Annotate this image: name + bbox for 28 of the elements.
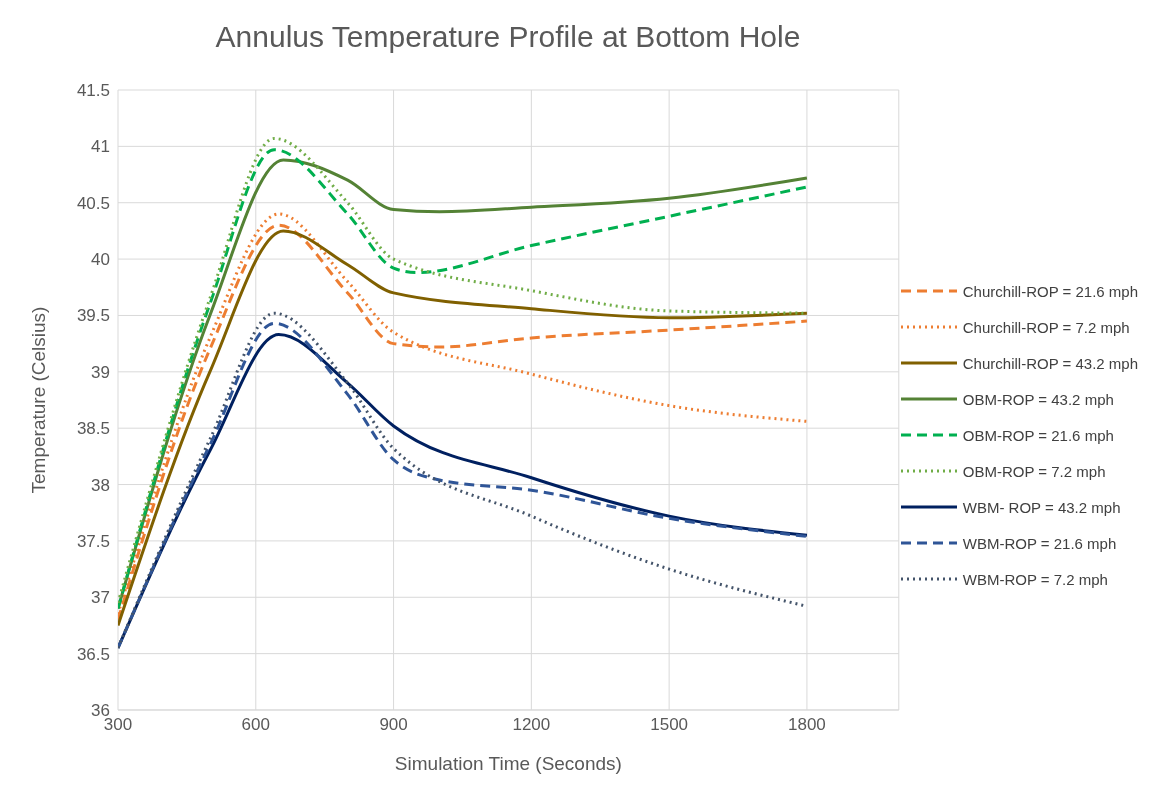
- y-tick-label: 37: [91, 588, 110, 608]
- y-tick-label: 39.5: [76, 306, 110, 326]
- y-tick-label: 40: [91, 250, 110, 270]
- x-tick-label: 1500: [650, 715, 689, 735]
- legend-label: WBM-ROP = 7.2 mph: [962, 570, 1108, 588]
- x-tick-label: 1800: [788, 715, 826, 735]
- legend-label: WBM- ROP = 43.2 mph: [962, 498, 1121, 516]
- legend-label: OBM-ROP = 43.2 mph: [962, 390, 1114, 408]
- legend-label: OBM-ROP = 21.6 mph: [962, 426, 1114, 444]
- x-tick-label: 600: [241, 715, 270, 735]
- y-tick-label: 37.5: [76, 531, 110, 551]
- y-tick-label: 39: [91, 362, 110, 382]
- legend-label: Churchill-ROP = 7.2 mph: [962, 318, 1130, 336]
- legend-label: Churchill-ROP = 21.6 mph: [962, 282, 1138, 300]
- x-tick-label: 1200: [512, 715, 551, 735]
- legend-label: Churchill-ROP = 43.2 mph: [962, 354, 1138, 372]
- y-tick-label: 38: [91, 475, 110, 495]
- x-tick-label: 900: [379, 715, 408, 735]
- legend-label: OBM-ROP = 7.2 mph: [962, 462, 1106, 480]
- y-tick-label: 40.5: [76, 193, 110, 213]
- x-axis-title: Simulation Time (Seconds): [394, 753, 622, 774]
- chart-title: Annulus Temperature Profile at Bottom Hole: [214, 19, 802, 55]
- y-tick-label: 38.5: [76, 419, 110, 439]
- y-axis-title: Temperature (Celsius): [27, 306, 49, 494]
- y-tick-label: 41.5: [76, 81, 110, 101]
- legend-label: WBM-ROP = 21.6 mph: [962, 534, 1117, 552]
- y-tick-label: 41: [91, 137, 110, 157]
- y-tick-label: 36.5: [76, 644, 110, 664]
